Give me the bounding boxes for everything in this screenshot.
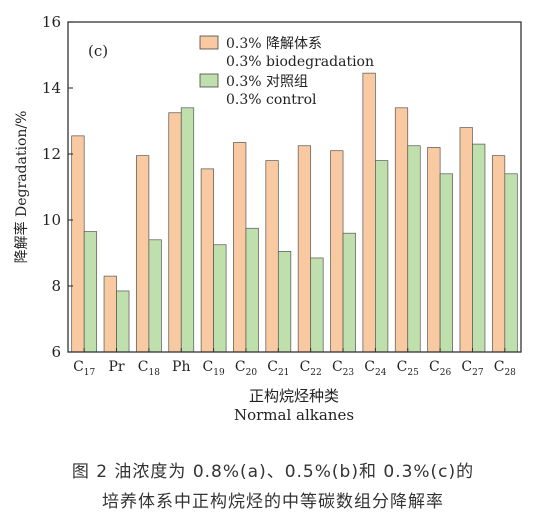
bar-series0-C27 bbox=[459, 127, 473, 353]
bar-series0-C25 bbox=[394, 107, 409, 353]
legend-label-control-en: 0.3% control bbox=[226, 92, 317, 108]
x-tick-label: C18 bbox=[138, 359, 160, 378]
bar-series1-Ph bbox=[180, 107, 195, 353]
bar-series1-C22 bbox=[310, 257, 324, 353]
legend-swatch-biodegradation bbox=[199, 35, 219, 50]
bar-series1-C19 bbox=[213, 244, 227, 353]
bar-series0-C24 bbox=[362, 72, 376, 353]
bar-series0-C17 bbox=[71, 135, 85, 353]
bar-series1-C21 bbox=[277, 251, 292, 353]
bar-series1-C24 bbox=[375, 160, 389, 353]
bar-series0-C21 bbox=[265, 160, 279, 353]
figure-caption-line1: 图 2 油浓度为 0.8%(a)、0.5%(b)和 0.3%(c)的 bbox=[71, 462, 475, 482]
y-tick-label: 12 bbox=[42, 145, 61, 163]
bar-series1-C20 bbox=[245, 227, 259, 353]
bar-series0-C18 bbox=[136, 155, 150, 353]
bar-series0-C23 bbox=[330, 150, 344, 353]
x-tick-label: C19 bbox=[203, 359, 225, 378]
x-tick-label: C28 bbox=[494, 359, 516, 378]
panel-label: (c) bbox=[88, 42, 108, 60]
x-tick-label: C20 bbox=[235, 359, 257, 378]
y-tick-label: 16 bbox=[42, 13, 61, 31]
x-axis-label-en: Normal alkanes bbox=[234, 406, 354, 424]
x-tick-label: C26 bbox=[429, 359, 451, 378]
y-tick-label: 6 bbox=[51, 343, 61, 361]
bar-series1-C18 bbox=[148, 239, 162, 353]
bar-series1-C27 bbox=[472, 143, 486, 353]
bar-series1-C23 bbox=[342, 232, 356, 353]
y-tick-label: 14 bbox=[42, 79, 61, 97]
x-tick-label: C24 bbox=[364, 359, 386, 378]
x-tick-label: C27 bbox=[461, 359, 483, 378]
legend-swatch-control bbox=[199, 73, 219, 88]
plot-frame bbox=[67, 21, 522, 353]
figure-caption-line2: 培养体系中正构烷烃的中等碳数组分降解率 bbox=[102, 492, 444, 512]
bar-series0-Ph bbox=[168, 112, 182, 353]
bar-series0-C26 bbox=[427, 147, 441, 353]
x-tick-label: C23 bbox=[332, 359, 354, 378]
bar-series1-C26 bbox=[439, 173, 453, 353]
y-axis-label: 降解率 Degradation/% bbox=[13, 111, 30, 264]
legend-label-control-cn: 0.3% 对照组 bbox=[226, 74, 308, 90]
bar-series0-C28 bbox=[491, 155, 506, 353]
y-tick-label: 8 bbox=[51, 277, 61, 295]
bar-series1-C25 bbox=[407, 145, 421, 353]
y-tick-label: 10 bbox=[42, 211, 61, 229]
x-axis-label-cn: 正构烷烃种类 bbox=[249, 387, 339, 405]
legend-label-biodegradation-en: 0.3% biodegradation bbox=[226, 54, 374, 70]
bar-series1-C17 bbox=[83, 231, 98, 353]
bar-series0-C22 bbox=[297, 145, 312, 353]
x-tick-label: Ph bbox=[172, 359, 190, 375]
legend-label-biodegradation-cn: 0.3% 降解体系 bbox=[226, 36, 322, 52]
bar-series1-Pr bbox=[116, 290, 130, 353]
x-tick-label: C21 bbox=[267, 359, 289, 378]
bar-series0-C19 bbox=[200, 168, 214, 353]
x-tick-label: C25 bbox=[397, 359, 419, 378]
bar-series1-C28 bbox=[504, 173, 518, 353]
bar-series0-Pr bbox=[103, 275, 117, 353]
bar-series0-C20 bbox=[233, 142, 247, 353]
x-tick-label: C22 bbox=[300, 359, 322, 378]
x-tick-label: Pr bbox=[108, 359, 124, 375]
x-tick-label: C17 bbox=[73, 359, 95, 378]
legend: 0.3% 降解体系 0.3% biodegradation 0.3% 对照组 0… bbox=[199, 35, 374, 108]
